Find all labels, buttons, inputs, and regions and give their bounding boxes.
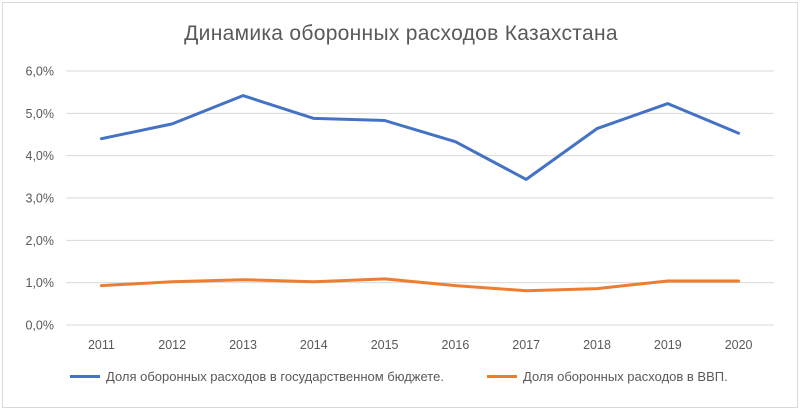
y-tick-label: 5,0% (26, 107, 55, 121)
x-tick-label: 2013 (229, 338, 257, 352)
chart-title: Динамика оборонных расходов Казахстана (184, 22, 618, 45)
y-tick-label: 0,0% (26, 319, 55, 333)
x-tick-label: 2019 (654, 338, 682, 352)
legend-item-budget[interactable]: Доля оборонных расходов в государственно… (70, 369, 444, 384)
chart-frame (2, 2, 798, 408)
x-tick-label: 2016 (441, 338, 469, 352)
y-tick-label: 1,0% (26, 276, 55, 290)
series-line-0 (99, 94, 741, 181)
x-tick-label: 2012 (158, 338, 186, 352)
x-tick-label: 2018 (583, 338, 611, 352)
x-axis-ticks: 2011 2012 2013 2014 2015 2016 2017 2018 2019 2020 (88, 338, 753, 352)
legend-swatch-gdp (487, 375, 517, 378)
x-tick-label: 2014 (300, 338, 328, 352)
y-tick-label: 6,0% (26, 65, 55, 79)
legend: Доля оборонных расходов в государственно… (0, 369, 802, 389)
legend-label-gdp: Доля оборонных расходов в ВВП. (523, 369, 728, 384)
y-axis-ticks: 0,0% 1,0% 2,0% 3,0% 4,0% 5,0% 6,0% (26, 65, 55, 333)
gridlines (66, 70, 774, 326)
legend-label-budget: Доля оборонных расходов в государственно… (106, 369, 444, 384)
x-tick-label: 2020 (725, 338, 753, 352)
y-tick-label: 2,0% (26, 234, 55, 248)
x-tick-label: 2011 (88, 338, 115, 352)
x-tick-label: 2017 (512, 338, 540, 352)
y-tick-label: 3,0% (26, 192, 55, 206)
series-line-1 (99, 277, 741, 293)
legend-swatch-budget (70, 375, 100, 378)
x-tick-label: 2015 (371, 338, 399, 352)
series-layer (99, 94, 741, 293)
legend-item-gdp[interactable]: Доля оборонных расходов в ВВП. (487, 369, 728, 384)
y-tick-label: 4,0% (26, 149, 55, 163)
